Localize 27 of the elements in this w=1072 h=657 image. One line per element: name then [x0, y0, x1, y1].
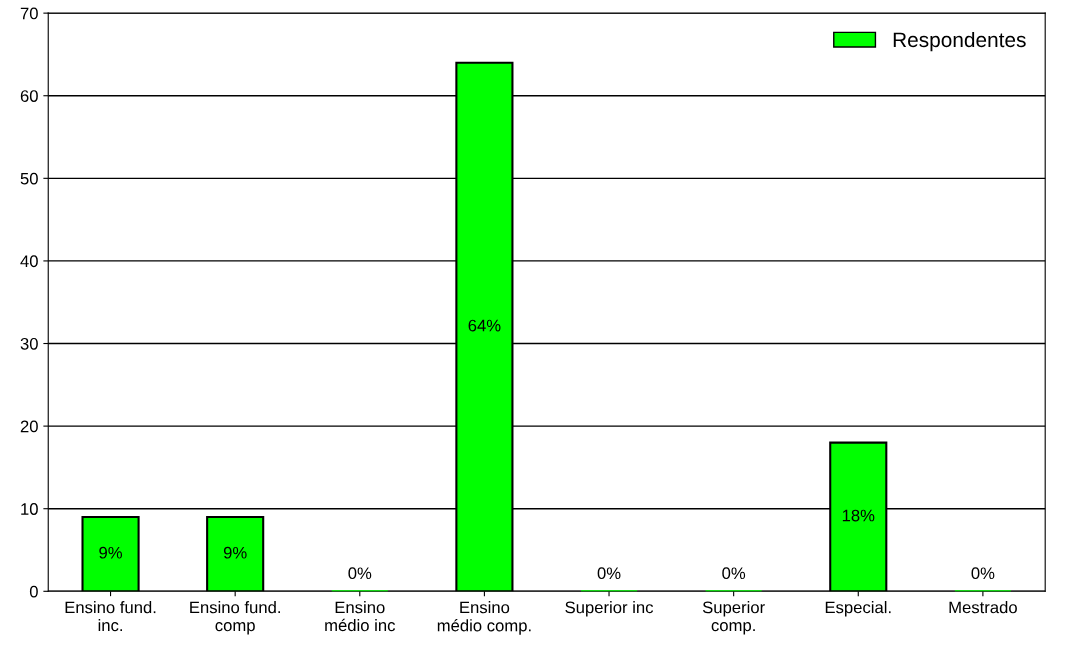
x-tick-label: Ensino fund. inc.	[65, 601, 156, 632]
bar	[206, 515, 265, 592]
data-label: 9%	[223, 546, 247, 559]
x-tick-label: Superior inc	[565, 601, 654, 617]
y-tick-label: 60	[20, 90, 38, 102]
data-label: 9%	[99, 546, 122, 559]
data-label: 0%	[348, 567, 372, 580]
x-tick-label: Mestrado	[949, 601, 1017, 614]
y-tick-label: 40	[20, 255, 38, 268]
bar	[81, 515, 140, 592]
x-tick-label: Especial.	[825, 601, 891, 617]
data-label: 64%	[468, 319, 501, 332]
x-tick-label: Superior comp.	[702, 601, 765, 635]
y-tick-label: 30	[20, 337, 38, 350]
legend-label: Respondentes	[893, 31, 1026, 52]
y-tick-label: 20	[20, 420, 38, 433]
data-label: 0%	[597, 567, 621, 580]
x-tick-label: Ensino fund. comp	[190, 601, 280, 635]
data-label: 18%	[842, 509, 875, 522]
y-tick-label: 0	[29, 585, 38, 598]
data-label: 0%	[971, 567, 995, 580]
x-tick-label: Ensino médio comp.	[437, 601, 531, 635]
x-tick-label: Ensino médio inc	[325, 601, 396, 632]
data-label: 0%	[722, 567, 746, 580]
y-tick-label: 70	[20, 7, 38, 20]
y-tick-label: 50	[20, 172, 38, 185]
y-tick-label: 10	[21, 503, 38, 515]
